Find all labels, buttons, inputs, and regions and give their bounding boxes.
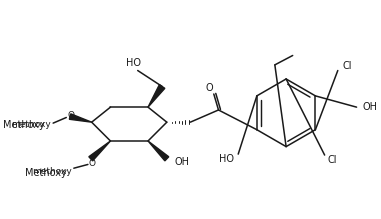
- Text: OH: OH: [362, 102, 377, 112]
- Text: O: O: [205, 83, 213, 93]
- Text: Methoxy: Methoxy: [26, 168, 67, 178]
- Text: methoxy: methoxy: [11, 120, 51, 129]
- Text: Cl: Cl: [343, 61, 352, 71]
- Text: methoxy: methoxy: [32, 168, 72, 177]
- Text: Methoxy: Methoxy: [3, 120, 45, 130]
- Polygon shape: [89, 141, 110, 161]
- Polygon shape: [148, 85, 165, 107]
- Text: OH: OH: [174, 157, 189, 167]
- Polygon shape: [148, 141, 169, 161]
- Text: O: O: [67, 111, 75, 120]
- Text: O: O: [88, 159, 95, 168]
- Polygon shape: [69, 114, 92, 122]
- Text: HO: HO: [219, 154, 234, 164]
- Text: HO: HO: [126, 58, 141, 68]
- Text: Cl: Cl: [327, 155, 337, 165]
